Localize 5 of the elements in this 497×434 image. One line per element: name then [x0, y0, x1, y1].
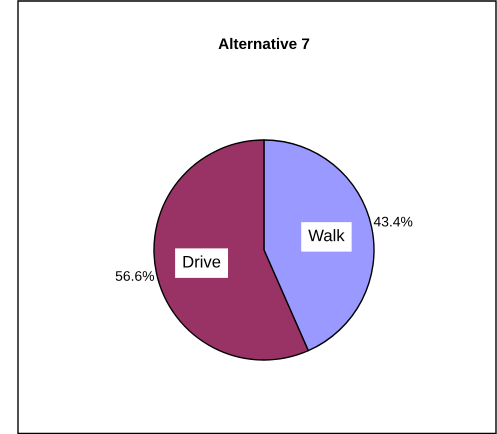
slice-label: Drive	[183, 255, 220, 268]
data-label: 56.6%	[116, 271, 154, 281]
chart-title: Alternative 7	[218, 38, 310, 50]
data-label: 43.4%	[374, 216, 412, 227]
slice-label: Walk	[308, 229, 345, 242]
